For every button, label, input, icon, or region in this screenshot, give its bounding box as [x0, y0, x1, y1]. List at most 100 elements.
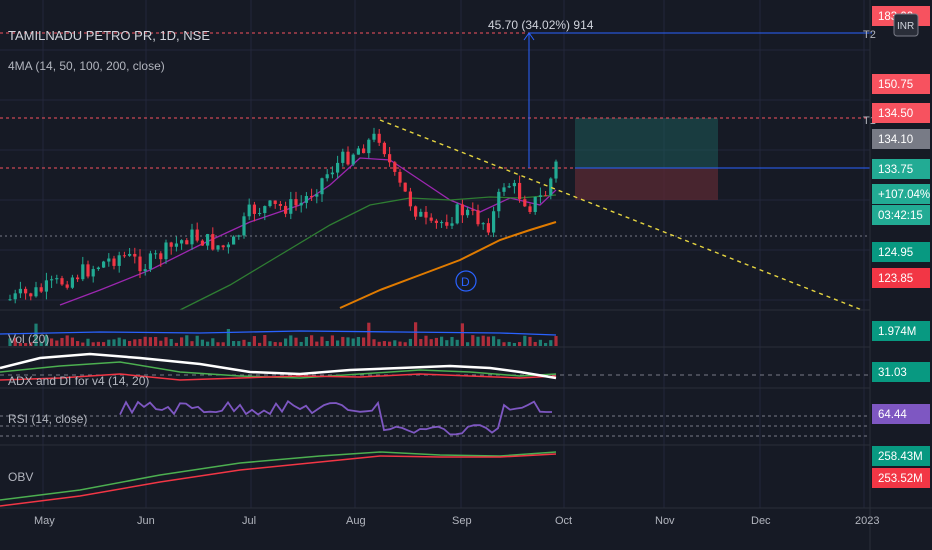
candle-body	[533, 196, 537, 212]
profit-zone	[575, 118, 718, 168]
candle-body	[481, 223, 485, 225]
volume-bar	[164, 337, 168, 346]
time-tick: May	[34, 515, 55, 527]
time-tick: Jun	[137, 515, 155, 527]
volume-bar	[455, 339, 459, 346]
candlesticks	[8, 127, 558, 304]
candle-body	[190, 229, 194, 245]
candle-body	[34, 287, 38, 297]
volume-bar	[195, 335, 199, 346]
loss-zone	[575, 168, 718, 200]
candle-body	[377, 133, 381, 143]
candle-body	[122, 255, 126, 257]
volume-bar	[174, 342, 178, 346]
volume-label[interactable]: Vol (20)	[8, 332, 49, 346]
time-axis[interactable]: May Jun Jul Aug Sep Oct Nov Dec 2023	[34, 515, 879, 527]
volume-bar	[315, 341, 319, 346]
candle-body	[315, 194, 319, 197]
candle-body	[221, 245, 225, 248]
rsi-label[interactable]: RSI (14, close)	[8, 412, 87, 426]
adx-label[interactable]: ADX and DI for v4 (14, 20)	[8, 374, 149, 388]
volume-bar	[336, 340, 340, 346]
pane-value-label: 64.44	[878, 409, 907, 421]
pane-value-tag	[872, 404, 930, 424]
candle-body	[294, 199, 298, 206]
price-tag-label: 03:42:15	[878, 210, 923, 222]
volume-bar	[533, 342, 537, 346]
volume-bar	[549, 340, 553, 346]
candle-body	[466, 209, 470, 216]
price-scale[interactable]: 183.00150.75134.50134.10133.75+107.04%03…	[872, 6, 930, 288]
volume-bar	[284, 338, 288, 346]
dividend-marker[interactable]: D	[455, 270, 477, 292]
obv-line	[0, 451, 557, 501]
trendline	[379, 119, 863, 311]
volume-bar	[180, 337, 184, 346]
pane-value-tag	[872, 321, 930, 341]
candle-body	[247, 204, 251, 217]
candle-body	[330, 172, 334, 175]
volume-bar	[544, 342, 548, 346]
ma14-line	[59, 157, 557, 306]
candle-body	[388, 154, 392, 163]
adx-pane	[0, 352, 870, 381]
volume-bar	[18, 342, 22, 346]
volume-bar	[44, 335, 48, 346]
volume-bar	[497, 339, 501, 346]
volume-bar	[190, 341, 194, 346]
candle-body	[211, 234, 215, 250]
volume-bar	[226, 328, 230, 346]
candle-body	[24, 288, 28, 294]
volume-pane	[8, 322, 558, 346]
candle-body	[252, 204, 256, 214]
time-tick: Oct	[555, 515, 572, 527]
volume-bar	[538, 339, 542, 346]
volume-bar	[393, 340, 397, 346]
price-tag	[872, 205, 930, 225]
volume-bar	[70, 337, 74, 346]
volume-bar	[424, 335, 428, 346]
volume-bar	[34, 323, 38, 346]
volume-bar	[310, 335, 314, 346]
ma100-line	[339, 221, 557, 309]
volume-bar	[476, 336, 480, 346]
volume-bar	[50, 338, 54, 346]
candle-body	[44, 280, 48, 292]
candle-body	[226, 244, 230, 248]
obv-label[interactable]: OBV	[8, 470, 33, 484]
volume-bar	[466, 342, 470, 346]
adx-line	[0, 352, 557, 380]
dividend-letter: D	[461, 275, 470, 289]
volume-bar	[518, 342, 522, 346]
candle-body	[138, 256, 142, 272]
time-tick: Sep	[452, 515, 472, 527]
candle-body	[289, 199, 293, 214]
candle-body	[206, 234, 210, 246]
time-tick: Jul	[242, 515, 256, 527]
volume-bar	[102, 342, 106, 346]
volume-bar	[60, 337, 64, 346]
symbol-title[interactable]: TAMILNADU PETRO PR, 1D, NSE	[8, 28, 210, 43]
ma-indicator-label[interactable]: 4MA (14, 50, 100, 200, close)	[8, 59, 165, 73]
volume-bar	[128, 340, 132, 346]
volume-bar	[346, 337, 350, 346]
volume-bar	[502, 342, 506, 346]
candle-body	[351, 154, 355, 165]
volume-bar	[148, 337, 152, 346]
volume-bar	[460, 323, 464, 346]
volume-bar	[107, 339, 111, 346]
candle-body	[70, 277, 74, 288]
volume-bar	[232, 341, 236, 346]
volume-bar	[81, 342, 85, 346]
currency-badge[interactable]: INR	[893, 13, 919, 37]
pane-value-tag	[872, 446, 930, 466]
candle-body	[424, 211, 428, 218]
volume-bar	[273, 342, 277, 346]
candle-body	[268, 200, 272, 207]
candle-body	[419, 211, 423, 217]
dividend-circle-icon	[455, 270, 477, 292]
obv-ma-line	[0, 453, 557, 507]
candle-body	[476, 210, 480, 225]
